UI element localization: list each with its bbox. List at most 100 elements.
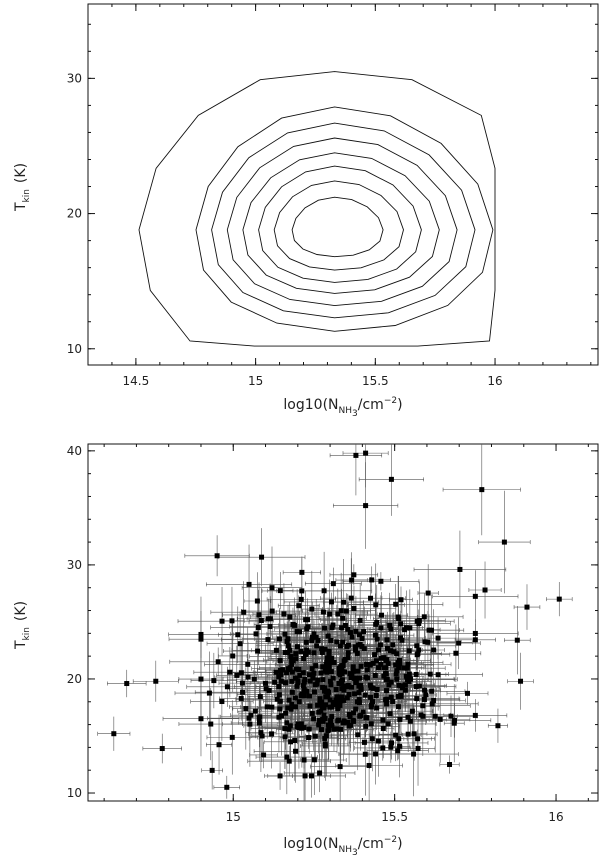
data-point (326, 651, 332, 657)
data-point (256, 612, 262, 618)
data-point (237, 641, 243, 647)
data-point (257, 694, 263, 700)
data-point (373, 751, 379, 757)
data-point (224, 684, 230, 690)
data-point (198, 676, 204, 682)
data-point (322, 625, 328, 631)
data-point (331, 660, 337, 666)
data-point (322, 743, 328, 749)
data-point (293, 748, 299, 754)
data-point (282, 650, 288, 656)
data-point (258, 618, 264, 624)
data-point (269, 731, 275, 737)
data-point (413, 671, 419, 677)
data-point (384, 645, 390, 651)
data-point (307, 703, 313, 709)
data-point (295, 678, 301, 684)
data-point (293, 675, 299, 681)
data-point (388, 476, 394, 482)
data-point (219, 699, 225, 705)
data-point (403, 673, 409, 679)
data-point (345, 719, 351, 725)
data-point (296, 603, 302, 609)
data-point (265, 637, 271, 643)
data-point (338, 698, 344, 704)
data-point (315, 702, 321, 708)
data-point (451, 720, 457, 726)
data-point (406, 678, 412, 684)
data-point (283, 710, 289, 716)
data-point (356, 632, 362, 638)
data-point (198, 636, 204, 642)
data-point (368, 595, 374, 601)
data-point (345, 684, 351, 690)
data-point (254, 598, 260, 604)
data-point (215, 659, 221, 665)
data-point (289, 701, 295, 707)
data-point (238, 695, 244, 701)
data-point (257, 714, 263, 720)
data-point (457, 566, 463, 572)
data-point (361, 629, 367, 635)
data-point (198, 631, 204, 637)
data-point (338, 726, 344, 732)
data-point (456, 640, 462, 646)
data-point (284, 720, 290, 726)
data-point (329, 714, 335, 720)
data-point (395, 693, 401, 699)
data-point (425, 590, 431, 596)
data-point (328, 682, 334, 688)
data-point (320, 684, 326, 690)
data-point (281, 611, 287, 617)
data-point (224, 784, 230, 790)
data-point (274, 696, 280, 702)
data-point (277, 773, 283, 779)
data-point (301, 656, 307, 662)
data-point (401, 665, 407, 671)
data-point (336, 665, 342, 671)
data-point (316, 722, 322, 728)
data-point (337, 643, 343, 649)
data-point (285, 705, 291, 711)
data-point (426, 627, 432, 633)
scatter-plot-frame (87, 443, 599, 802)
data-point (323, 702, 329, 708)
scatter-y-tick-label: 40 (67, 444, 82, 458)
data-point (353, 647, 359, 653)
data-point (286, 758, 292, 764)
data-point (386, 682, 392, 688)
data-point (235, 632, 241, 638)
data-point (206, 690, 212, 696)
data-point (289, 678, 295, 684)
data-point (409, 708, 415, 714)
data-point (367, 682, 373, 688)
data-point (482, 587, 488, 593)
data-point (344, 695, 350, 701)
data-point (314, 643, 320, 649)
data-point (353, 452, 359, 458)
data-point (309, 634, 315, 640)
data-point (335, 704, 341, 710)
data-point (282, 631, 288, 637)
data-point (354, 699, 360, 705)
data-point (331, 726, 337, 732)
data-point (399, 685, 405, 691)
data-point (380, 726, 386, 732)
data-point (261, 752, 267, 758)
data-point (288, 654, 294, 660)
data-point (324, 655, 330, 661)
data-point (278, 672, 284, 678)
data-point (159, 746, 165, 752)
data-point (304, 626, 310, 632)
data-point (263, 680, 269, 686)
data-point (349, 684, 355, 690)
data-point (339, 677, 345, 683)
data-point (422, 687, 428, 693)
data-point (287, 647, 293, 653)
contour-level-6 (211, 122, 476, 319)
data-point (209, 767, 215, 773)
data-point (317, 717, 323, 723)
data-point (333, 697, 339, 703)
scatter-x-ticks: 15 15.5 16 (103, 444, 589, 824)
data-point (288, 706, 294, 712)
